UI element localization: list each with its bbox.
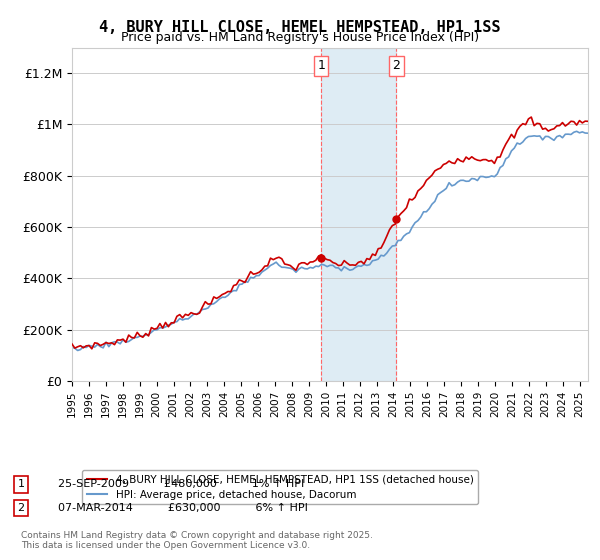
- Legend: 4, BURY HILL CLOSE, HEMEL HEMPSTEAD, HP1 1SS (detached house), HPI: Average pric: 4, BURY HILL CLOSE, HEMEL HEMPSTEAD, HP1…: [82, 470, 478, 504]
- Bar: [321, 48, 397, 381]
- Text: Price paid vs. HM Land Registry's House Price Index (HPI): Price paid vs. HM Land Registry's House …: [121, 31, 479, 44]
- Text: Contains HM Land Registry data © Crown copyright and database right 2025.
This d: Contains HM Land Registry data © Crown c…: [21, 530, 373, 550]
- Text: 07-MAR-2014          £630,000          6% ↑ HPI: 07-MAR-2014 £630,000 6% ↑ HPI: [51, 503, 308, 513]
- Text: 1: 1: [317, 59, 325, 72]
- Text: 2: 2: [17, 503, 25, 513]
- Text: 2: 2: [392, 59, 400, 72]
- Text: 4, BURY HILL CLOSE, HEMEL HEMPSTEAD, HP1 1SS: 4, BURY HILL CLOSE, HEMEL HEMPSTEAD, HP1…: [99, 20, 501, 35]
- Text: 1: 1: [17, 479, 25, 489]
- Text: 25-SEP-2009          £480,000          1% ↑ HPI: 25-SEP-2009 £480,000 1% ↑ HPI: [51, 479, 304, 489]
